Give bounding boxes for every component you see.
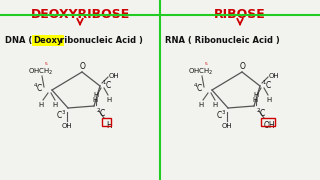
Bar [261, 118, 275, 126]
Text: $^2$C: $^2$C [96, 107, 107, 119]
Text: OH: OH [269, 73, 280, 79]
Text: OHCH$_2$: OHCH$_2$ [28, 67, 54, 77]
Text: RIBOSE: RIBOSE [214, 8, 266, 21]
Text: C$^3$: C$^3$ [216, 109, 226, 121]
Text: Deoxy: Deoxy [33, 36, 62, 45]
Text: $^1$C: $^1$C [102, 79, 113, 91]
Text: H: H [106, 121, 112, 130]
Text: H: H [106, 97, 112, 103]
Text: $^4$C: $^4$C [33, 82, 44, 94]
Text: DNA (: DNA ( [5, 36, 32, 45]
Text: $^5$: $^5$ [204, 62, 209, 67]
Bar [102, 118, 111, 126]
Text: H: H [93, 92, 99, 98]
Text: H: H [253, 92, 259, 98]
Text: DEOXYRIBOSE: DEOXYRIBOSE [30, 8, 130, 21]
Text: OHCH$_2$: OHCH$_2$ [188, 67, 214, 77]
Text: C$^3$: C$^3$ [56, 109, 66, 121]
Text: OH: OH [263, 121, 275, 130]
Text: OH: OH [222, 123, 232, 129]
Text: O: O [240, 62, 246, 71]
Text: OH: OH [62, 123, 72, 129]
Text: OH: OH [109, 73, 120, 79]
Text: H: H [212, 102, 218, 108]
Text: H: H [266, 97, 272, 103]
Text: H: H [198, 102, 204, 108]
Text: O: O [80, 62, 86, 71]
Text: $^1$C: $^1$C [262, 79, 273, 91]
Text: $^2$C: $^2$C [256, 107, 267, 119]
Text: H: H [252, 97, 258, 103]
Text: H: H [92, 97, 98, 103]
Text: H: H [52, 102, 58, 108]
Text: $^4$C: $^4$C [193, 82, 204, 94]
Text: $^5$: $^5$ [44, 62, 49, 67]
Text: RNA ( Ribonucleic Acid ): RNA ( Ribonucleic Acid ) [165, 36, 280, 45]
Text: ribonucleic Acid ): ribonucleic Acid ) [60, 36, 143, 45]
Text: H: H [38, 102, 44, 108]
